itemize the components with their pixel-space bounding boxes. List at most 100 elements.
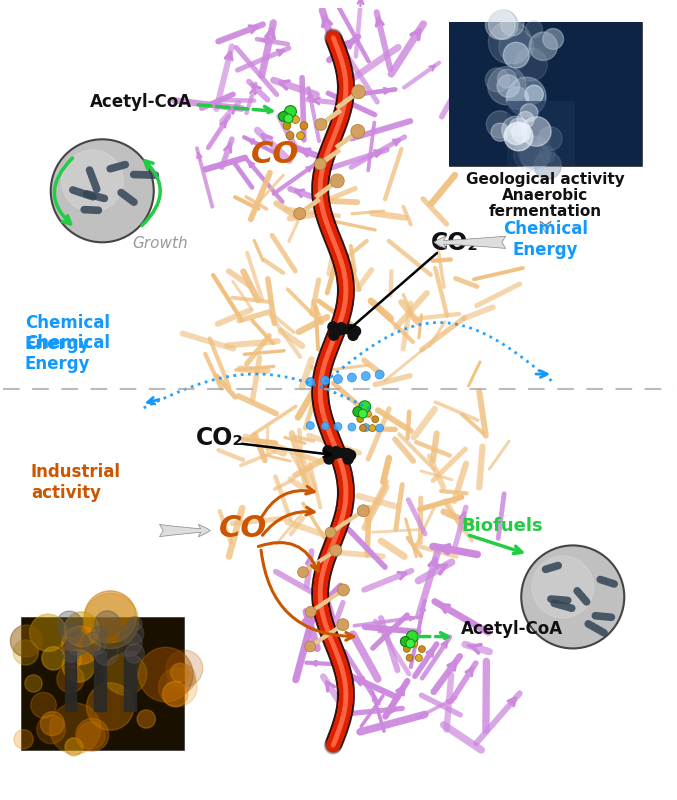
Text: Chemical
Energy: Chemical Energy [503,220,588,259]
Circle shape [403,646,410,652]
Circle shape [488,21,531,64]
Circle shape [348,423,356,431]
Circle shape [25,674,42,692]
Circle shape [300,122,308,130]
Circle shape [515,48,548,81]
Circle shape [286,131,294,139]
Text: Acetyl-CoA: Acetyl-CoA [461,619,563,638]
Circle shape [345,324,354,334]
Circle shape [337,584,349,596]
Circle shape [521,546,624,649]
Circle shape [506,87,529,110]
Circle shape [306,422,314,430]
Circle shape [51,139,154,242]
Circle shape [343,449,353,458]
Circle shape [329,330,339,340]
FancyBboxPatch shape [21,617,184,750]
Circle shape [102,656,138,692]
Circle shape [406,630,418,642]
Circle shape [323,446,333,456]
Circle shape [521,117,551,146]
Circle shape [49,703,101,754]
Circle shape [166,663,196,693]
Circle shape [497,75,520,98]
Circle shape [372,416,378,422]
Circle shape [139,647,193,702]
Circle shape [30,614,67,651]
Circle shape [351,85,366,98]
Circle shape [512,123,531,142]
Circle shape [76,718,109,751]
Circle shape [158,668,197,706]
Circle shape [521,142,549,171]
Circle shape [347,373,356,382]
Circle shape [491,123,509,142]
Circle shape [375,370,384,379]
Circle shape [364,410,371,417]
Circle shape [416,654,422,662]
Circle shape [351,326,361,336]
FancyBboxPatch shape [507,102,575,166]
Circle shape [406,639,415,648]
Circle shape [351,125,365,138]
Circle shape [41,711,64,736]
Circle shape [297,132,305,140]
Circle shape [14,730,33,749]
Circle shape [485,68,509,92]
Circle shape [339,448,349,458]
Circle shape [353,406,363,417]
Text: Biofuels: Biofuels [462,517,544,534]
Circle shape [501,13,524,36]
Circle shape [525,21,542,38]
Circle shape [519,136,551,169]
Circle shape [400,637,410,646]
Text: Geological activity: Geological activity [466,172,625,187]
Circle shape [83,632,106,655]
Text: Chemical
Energy: Chemical Energy [25,314,110,354]
Circle shape [116,630,142,656]
Circle shape [325,527,336,538]
Circle shape [488,10,518,39]
Circle shape [64,612,99,646]
Circle shape [166,650,203,687]
Circle shape [284,106,297,118]
Circle shape [62,645,80,662]
Circle shape [411,640,418,647]
Bar [64,651,77,711]
Text: Acetyl-CoA: Acetyl-CoA [90,93,192,110]
Circle shape [57,611,82,636]
Circle shape [369,425,376,431]
Circle shape [525,85,544,103]
Circle shape [14,640,39,665]
Circle shape [514,136,549,172]
Circle shape [532,556,594,618]
Circle shape [336,322,346,333]
Circle shape [506,123,527,145]
Text: Industrial
activity: Industrial activity [31,463,121,502]
Circle shape [315,118,327,130]
Circle shape [499,29,533,64]
Text: CO₂: CO₂ [431,231,479,255]
Circle shape [83,594,139,649]
Circle shape [359,425,366,431]
Circle shape [330,174,344,188]
Circle shape [343,454,353,464]
Circle shape [539,146,555,162]
Text: CO₂: CO₂ [196,426,244,450]
Circle shape [330,545,342,556]
Circle shape [94,642,118,666]
Circle shape [520,104,538,122]
Circle shape [30,693,56,718]
Text: fermentation: fermentation [489,203,602,218]
Circle shape [334,374,343,383]
Circle shape [534,152,561,179]
Circle shape [486,110,514,138]
Circle shape [62,626,100,665]
FancyBboxPatch shape [449,22,642,166]
Circle shape [498,69,517,88]
Circle shape [334,422,342,430]
Circle shape [321,376,330,385]
Circle shape [128,617,142,630]
Circle shape [137,710,155,728]
Bar [124,651,136,711]
